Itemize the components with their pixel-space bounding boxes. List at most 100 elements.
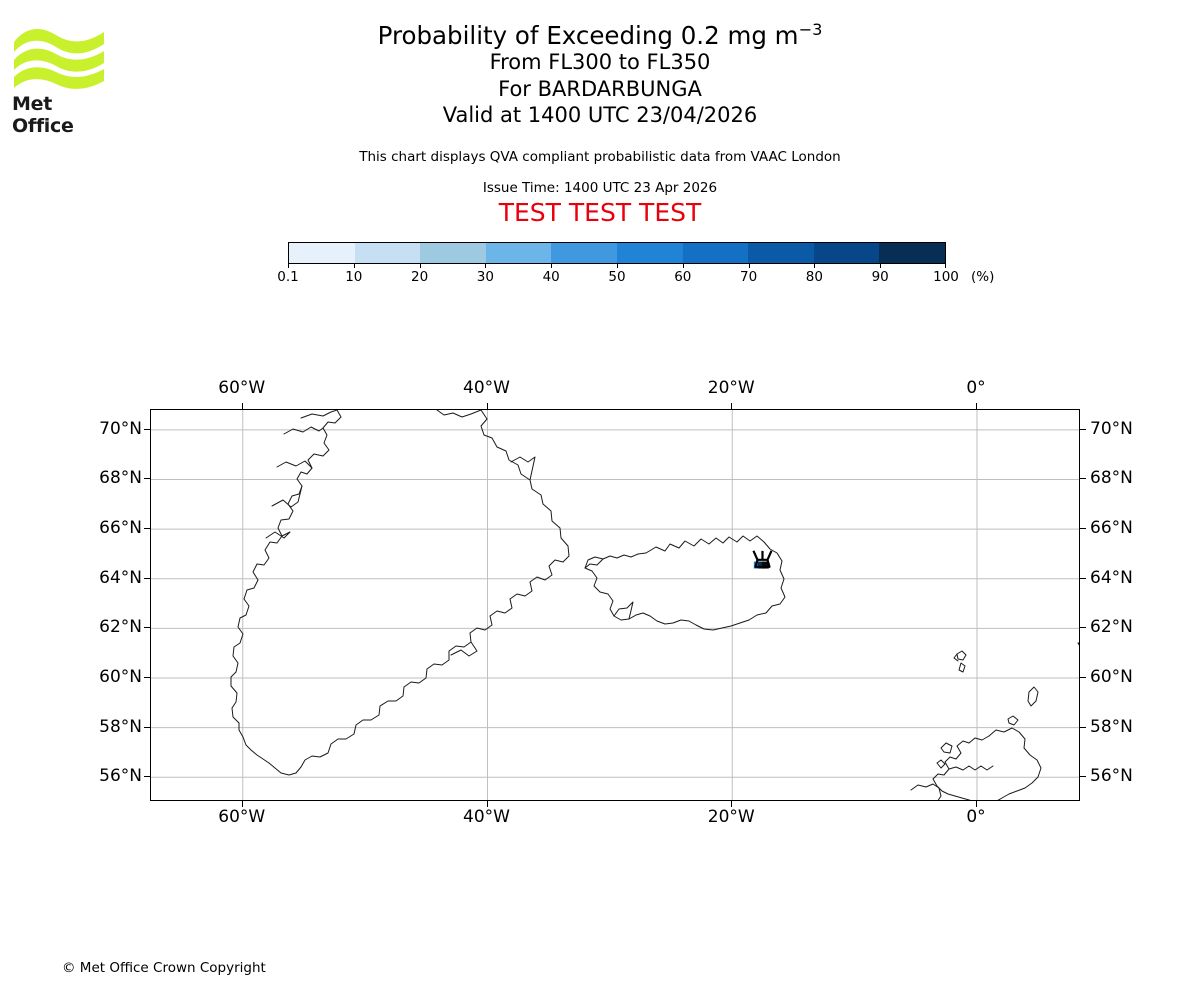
- lat-label-left: 62°N: [99, 617, 142, 638]
- volcano-name-subtitle: For BARDARBUNGA: [498, 76, 702, 101]
- lat-tick-left: [144, 478, 150, 480]
- page-title-text: Probability of Exceeding 0.2 mg m: [377, 21, 799, 50]
- colorbar-tickmark: [485, 264, 487, 268]
- test-banner: TEST TEST TEST: [498, 197, 702, 227]
- colorbar-ticklabel: 0.1: [277, 269, 299, 285]
- lat-tick-right: [1080, 428, 1086, 430]
- lon-tick-top: [731, 403, 733, 409]
- ash-cell: [753, 561, 761, 569]
- colorbar-ticklabel: 100: [933, 269, 959, 285]
- colorbar-swatch-9: [879, 243, 945, 263]
- lat-tick-left: [144, 627, 150, 629]
- lat-label-left: 60°N: [99, 666, 142, 687]
- colorbar-ticklabel: 10: [345, 269, 363, 285]
- met-office-wave-icon: [14, 28, 104, 89]
- issue-time-label: Issue Time: 1400 UTC 23 Apr 2026: [482, 179, 718, 196]
- lon-label-bottom: 0°: [966, 807, 986, 827]
- met-office-logo: Met Office: [12, 22, 112, 137]
- colorbar-tickmark: [748, 264, 750, 268]
- map-frame[interactable]: [150, 409, 1080, 801]
- colorbar-swatch-4: [551, 243, 617, 263]
- flight-level-subtitle: From FL300 to FL350: [489, 50, 711, 74]
- colorbar-ticklabel: 30: [476, 269, 494, 285]
- ash-probability-cells: [753, 561, 769, 569]
- lat-tick-left: [144, 776, 150, 778]
- ash-cell: [757, 561, 765, 569]
- ash-cell: [761, 561, 769, 569]
- map-canvas: [151, 410, 1079, 800]
- colorbar-swatches: [288, 242, 946, 264]
- colorbar-ticklabel: 50: [608, 269, 626, 285]
- colorbar-swatch-8: [813, 243, 880, 263]
- colorbar-swatch-2: [420, 243, 486, 263]
- lat-label-right: 70°N: [1090, 418, 1133, 439]
- colorbar-swatch-6: [682, 243, 749, 263]
- lat-tick-right: [1080, 676, 1086, 678]
- lon-label-top: 20°W: [707, 378, 755, 398]
- lat-label-left: 66°N: [99, 518, 142, 539]
- lat-label-right: 58°N: [1090, 716, 1133, 737]
- lon-label-bottom: 60°W: [218, 807, 266, 827]
- lat-tick-left: [144, 428, 150, 430]
- lat-label-right: 64°N: [1090, 567, 1133, 588]
- colorbar-ticklabel: 40: [542, 269, 560, 285]
- colorbar-swatch-5: [616, 243, 683, 263]
- lon-label-top: 40°W: [463, 378, 510, 398]
- lon-tick-top: [486, 403, 488, 409]
- colorbar-unit-label: (%): [971, 269, 995, 285]
- lon-tick-bottom: [241, 801, 243, 807]
- lat-label-left: 58°N: [99, 716, 142, 737]
- lon-tick-bottom: [975, 801, 977, 807]
- colorbar-tickmark: [945, 264, 946, 268]
- colorbar-tickmark: [419, 264, 421, 268]
- graticule-lines: [151, 410, 1079, 800]
- page-title: Probability of Exceeding 0.2 mg m−3: [0, 19, 1200, 50]
- colorbar-ticklabel: 90: [871, 269, 889, 285]
- chart-title-block: Probability of Exceeding 0.2 mg m−3 From…: [0, 19, 1200, 227]
- lat-label-right: 62°N: [1090, 617, 1133, 638]
- colorbar-tickmark: [880, 264, 882, 268]
- copyright-footer: © Met Office Crown Copyright: [62, 960, 266, 976]
- lat-tick-right: [1080, 726, 1086, 728]
- coastlines: [230, 410, 1079, 800]
- valid-time-subtitle: Valid at 1400 UTC 23/04/2026: [442, 103, 758, 127]
- lat-tick-left: [144, 676, 150, 678]
- lon-tick-bottom: [486, 801, 488, 807]
- colorbar-tick-axis: 0.1 10 20 30 40 50 60 70 80 90 100: [277, 264, 959, 285]
- met-office-logo-text: Met Office: [12, 93, 74, 137]
- map-container[interactable]: 60°W 60°W 40°W 40°W 20°W 20°W 0° 0° 70°N 70°N 68°N…: [99, 378, 1133, 827]
- lon-tick-top: [975, 403, 977, 409]
- colorbar-swatch-7: [748, 243, 814, 263]
- lat-tick-right: [1080, 627, 1086, 629]
- lon-label-bottom: 40°W: [463, 807, 510, 827]
- lon-tick-bottom: [731, 801, 733, 807]
- colorbar-swatch-0: [289, 243, 355, 263]
- lat-tick-right: [1080, 528, 1086, 530]
- lat-tick-left: [144, 528, 150, 530]
- lat-tick-left: [144, 726, 150, 728]
- colorbar-tickmark: [353, 264, 355, 268]
- lat-label-left: 56°N: [99, 766, 142, 787]
- lon-label-bottom: 20°W: [707, 807, 755, 827]
- lat-tick-right: [1080, 478, 1086, 480]
- lat-label-right: 60°N: [1090, 666, 1133, 687]
- colorbar-swatch-1: [354, 243, 421, 263]
- volcano-marker: [752, 550, 773, 568]
- lat-tick-left: [144, 577, 150, 579]
- lat-label-right: 66°N: [1090, 518, 1133, 539]
- colorbar-tickmark: [682, 264, 684, 268]
- colorbar-tickmark: [617, 264, 618, 268]
- colorbar-swatch-3: [485, 243, 552, 263]
- colorbar-ticklabel: 80: [805, 269, 823, 285]
- colorbar-ticklabel: 20: [411, 269, 429, 285]
- lat-label-right: 68°N: [1090, 468, 1133, 489]
- lon-tick-top: [241, 403, 243, 409]
- lat-label-left: 68°N: [99, 468, 142, 489]
- lon-label-top: 0°: [966, 378, 986, 398]
- colorbar-tickmark: [814, 264, 816, 268]
- lat-label-left: 64°N: [99, 567, 142, 588]
- page-title-exponent: −3: [798, 19, 823, 39]
- colorbar-tickmark: [551, 264, 553, 268]
- volcano-icon: [752, 550, 773, 568]
- lat-label-right: 56°N: [1090, 766, 1133, 787]
